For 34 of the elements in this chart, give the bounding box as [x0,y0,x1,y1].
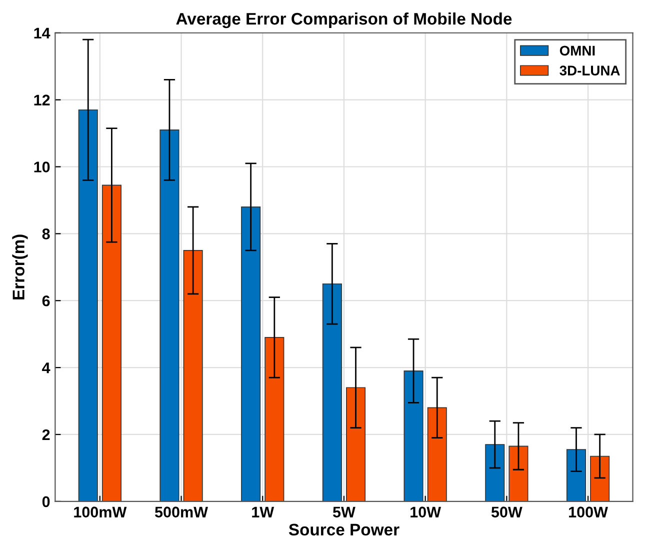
y-tick-label: 8 [42,228,50,240]
x-tick-label: 500mW [154,506,208,518]
bar [566,449,586,502]
bar [241,206,261,502]
x-tick-label: 100W [569,506,608,518]
y-axis-title: Error(m) [12,234,28,300]
y-tick-label: 0 [42,496,50,508]
bar [427,407,447,502]
x-tick-label: 100mW [74,506,127,518]
x-tick-label: 50W [491,506,522,518]
x-tick-label: 1W [252,506,274,518]
x-axis-title: Source Power [288,524,400,536]
y-tick-label: 2 [42,429,50,440]
y-tick-label: 10 [34,162,50,172]
x-tick-label: 10W [410,506,442,518]
bar [346,387,366,502]
bar [102,184,122,502]
bar [485,444,505,502]
x-tick-label: 5W [332,506,356,518]
y-tick-label: 12 [34,94,50,106]
chart-title: Average Error Comparison of Mobile Node [176,12,512,28]
y-tick-label: 14 [34,28,50,38]
bar [183,250,203,502]
bar [78,109,98,502]
y-tick-label: 4 [42,362,50,374]
bar [264,337,284,502]
legend-label: 3D-LUNA [560,66,620,76]
bar [404,370,424,502]
y-tick-label: 6 [42,295,50,306]
bar [322,283,342,502]
bar [590,456,610,502]
bar [508,446,528,502]
legend-label: OMNI [560,46,595,56]
bar [160,130,180,502]
